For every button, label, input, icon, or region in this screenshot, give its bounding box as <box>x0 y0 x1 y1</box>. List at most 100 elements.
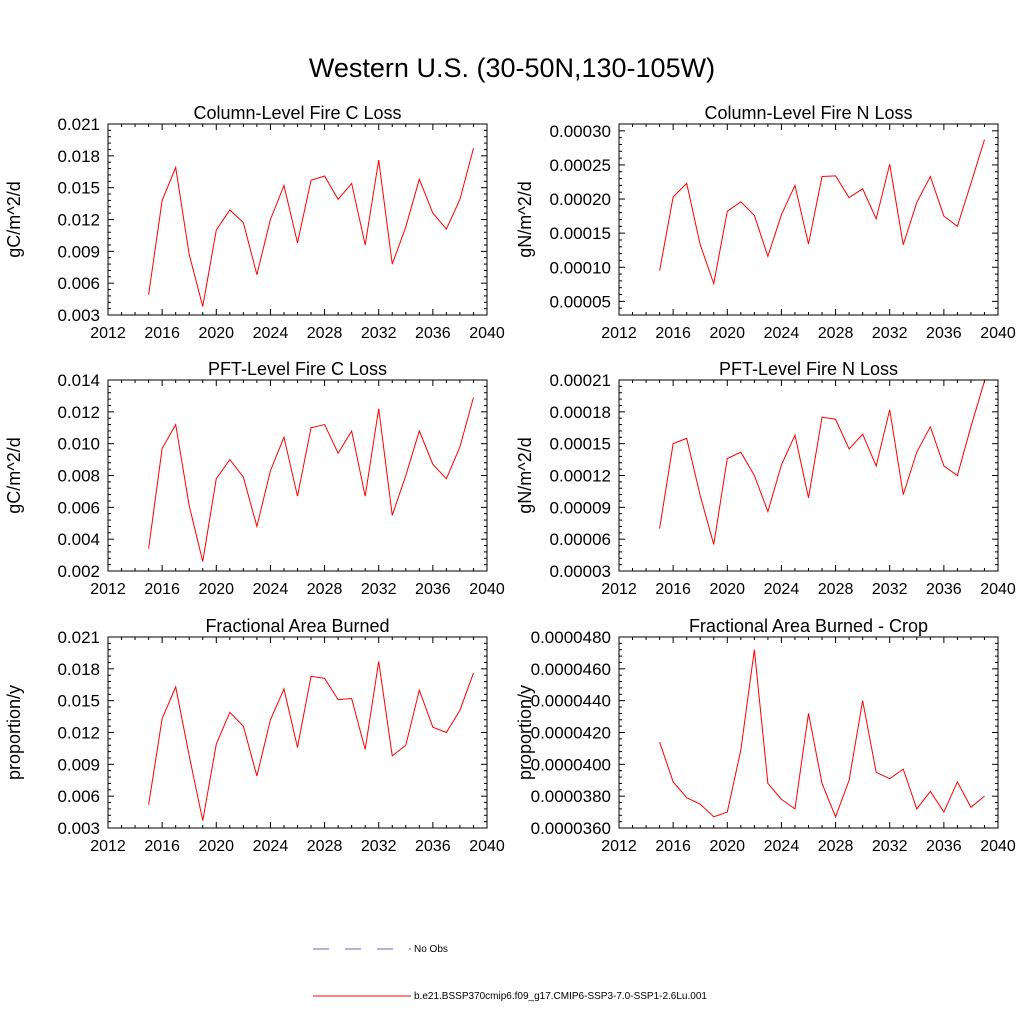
panel-title: Fractional Area Burned <box>205 616 389 636</box>
x-tick-label: 2028 <box>307 581 343 598</box>
panel-title: Fractional Area Burned - Crop <box>689 616 928 636</box>
x-tick-label: 2016 <box>655 325 691 342</box>
y-tick-label: 0.0000420 <box>531 724 611 743</box>
panel-title: Column-Level Fire N Loss <box>704 103 912 123</box>
x-tick-label: 2020 <box>709 838 745 855</box>
y-axis-label: gN/m^2/d <box>515 437 535 513</box>
y-tick-label: 0.012 <box>57 724 100 743</box>
series-line <box>148 148 474 307</box>
x-tick-label: 2024 <box>764 581 800 598</box>
y-tick-label: 0.0000380 <box>531 787 611 806</box>
x-tick-label: 2028 <box>307 838 343 855</box>
y-tick-label: 0.00015 <box>550 224 611 243</box>
x-tick-label: 2016 <box>655 581 691 598</box>
legend-model-label: b.e21.BSSP370cmip6.f09_g17.CMIP6-SSP3-7.… <box>414 991 707 1002</box>
x-tick-label: 2040 <box>469 325 505 342</box>
panel-title: PFT-Level Fire N Loss <box>719 359 898 379</box>
y-tick-label: 0.003 <box>57 306 100 325</box>
x-tick-label: 2036 <box>415 325 451 342</box>
y-axis-label: gC/m^2/d <box>4 181 24 257</box>
panel-1: 2012 2016 2020 2024 2028 2032 2036 2040 0.003 0.0… <box>4 103 505 342</box>
y-tick-label: 0.003 <box>57 819 100 838</box>
y-tick-label: 0.00005 <box>550 292 611 311</box>
y-tick-label: 0.009 <box>57 242 100 261</box>
y-tick-label: 0.0000360 <box>531 819 611 838</box>
x-tick-label: 2016 <box>144 325 180 342</box>
y-tick-label: 0.006 <box>57 274 100 293</box>
x-tick-label: 2024 <box>253 325 289 342</box>
y-tick-label: 0.00015 <box>550 435 611 454</box>
x-tick-label: 2012 <box>601 325 637 342</box>
y-axis-label: proportion/y <box>4 685 24 780</box>
y-tick-label: 0.012 <box>57 403 100 422</box>
panel-title: Column-Level Fire C Loss <box>193 103 401 123</box>
x-tick-label: 2036 <box>415 838 451 855</box>
y-tick-label: 0.012 <box>57 211 100 230</box>
x-tick-label: 2040 <box>469 581 505 598</box>
plot-frame <box>107 636 488 829</box>
plot-frame <box>618 636 999 829</box>
y-tick-label: 0.008 <box>57 467 100 486</box>
y-tick-label: 0.0000460 <box>531 660 611 679</box>
y-tick-label: 0.00018 <box>550 403 611 422</box>
x-tick-label: 2028 <box>307 325 343 342</box>
x-tick-label: 2016 <box>144 581 180 598</box>
x-tick-label: 2024 <box>253 581 289 598</box>
y-tick-label: 0.009 <box>57 755 100 774</box>
panel-3: 2012 2016 2020 2024 2028 2032 2036 2040 0.002 0.0… <box>4 359 505 598</box>
plot-frame <box>618 123 999 316</box>
x-tick-label: 2032 <box>361 838 397 855</box>
panel-2: 2012 2016 2020 2024 2028 2032 2036 2040 0.00005 0… <box>515 103 1016 342</box>
legend: No Obs b.e21.BSSP370cmip6.f09_g17.CMIP6-… <box>313 944 707 1002</box>
x-tick-label: 2020 <box>198 581 234 598</box>
panels: 2012 2016 2020 2024 2028 2032 2036 2040 0.003 0.0… <box>4 103 1016 855</box>
x-tick-label: 2012 <box>90 325 126 342</box>
panel-6: 2012 2016 2020 2024 2028 2032 2036 2040 0.000036… <box>515 616 1016 855</box>
x-tick-label: 2036 <box>415 581 451 598</box>
series-line <box>148 661 474 821</box>
y-tick-label: 0.0000440 <box>531 692 611 711</box>
series-line <box>659 380 985 545</box>
x-tick-label: 2016 <box>144 838 180 855</box>
y-axis-label: gN/m^2/d <box>515 181 535 257</box>
plot-frame <box>107 379 488 572</box>
x-tick-label: 2028 <box>818 325 854 342</box>
x-tick-label: 2040 <box>469 838 505 855</box>
series-line <box>659 139 985 286</box>
y-tick-label: 0.00025 <box>550 156 611 175</box>
x-tick-label: 2024 <box>764 325 800 342</box>
panel-4: 2012 2016 2020 2024 2028 2032 2036 2040 0.00003 0… <box>515 359 1016 598</box>
x-tick-label: 2012 <box>90 581 126 598</box>
x-tick-label: 2020 <box>709 325 745 342</box>
y-tick-label: 0.0000400 <box>531 755 611 774</box>
x-tick-label: 2032 <box>872 325 908 342</box>
legend-obs-label: No Obs <box>414 944 448 955</box>
y-tick-label: 0.018 <box>57 147 100 166</box>
x-tick-label: 2020 <box>198 325 234 342</box>
y-tick-label: 0.00006 <box>550 530 611 549</box>
y-tick-label: 0.014 <box>57 371 100 390</box>
y-axis-label: gC/m^2/d <box>4 437 24 513</box>
x-tick-label: 2012 <box>90 838 126 855</box>
y-tick-label: 0.004 <box>57 530 100 549</box>
x-tick-label: 2016 <box>655 838 691 855</box>
y-tick-label: 0.006 <box>57 498 100 517</box>
x-tick-label: 2024 <box>764 838 800 855</box>
x-tick-label: 2012 <box>601 838 637 855</box>
y-tick-label: 0.002 <box>57 562 100 581</box>
y-tick-label: 0.00030 <box>550 122 611 141</box>
panel-5: 2012 2016 2020 2024 2028 2032 2036 2040 0.003 0.0… <box>4 616 505 855</box>
x-tick-label: 2024 <box>253 838 289 855</box>
y-tick-label: 0.00021 <box>550 371 611 390</box>
x-tick-label: 2020 <box>198 838 234 855</box>
series-line <box>659 649 985 819</box>
x-tick-label: 2040 <box>980 325 1016 342</box>
y-tick-label: 0.00009 <box>550 498 611 517</box>
y-tick-label: 0.00003 <box>550 562 611 581</box>
y-tick-label: 0.015 <box>57 692 100 711</box>
y-tick-label: 0.010 <box>57 435 100 454</box>
plot-frame <box>107 123 488 316</box>
series-line <box>148 397 474 562</box>
